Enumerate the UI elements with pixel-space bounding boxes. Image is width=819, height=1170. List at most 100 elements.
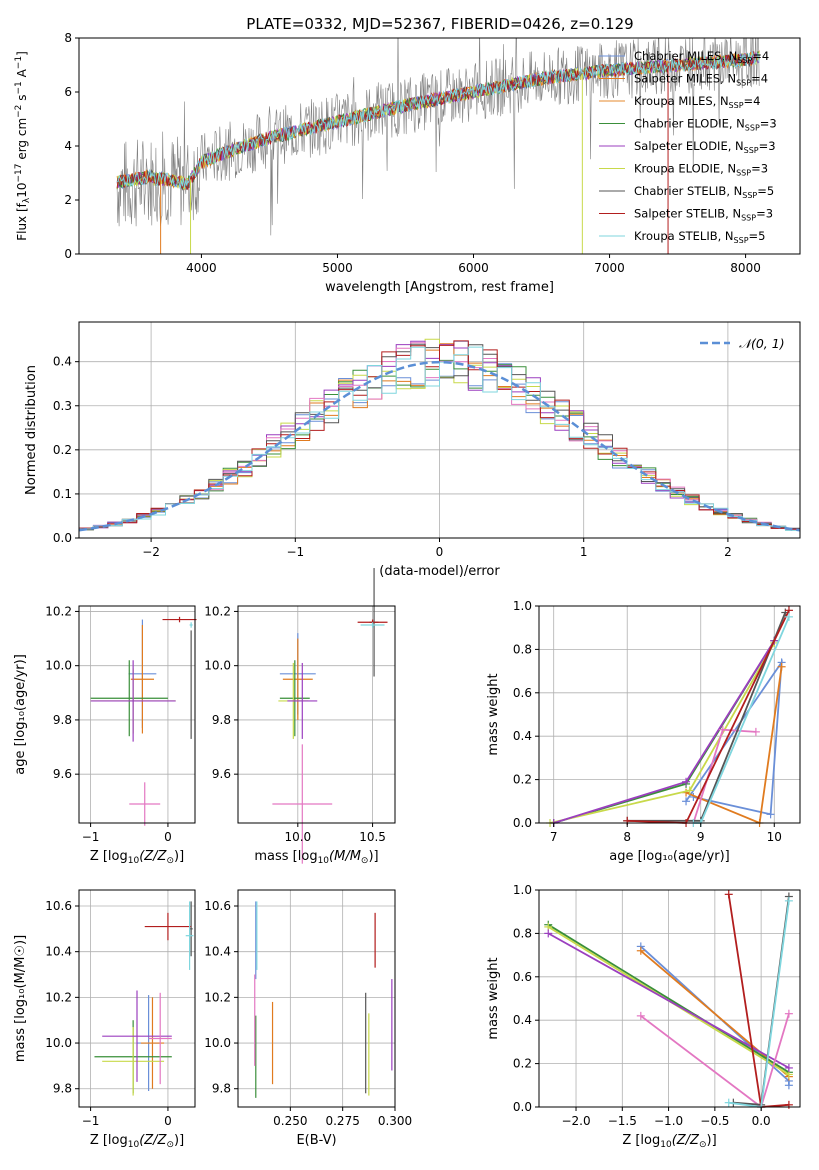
spectrum-ytick-label: 6 [64,85,72,99]
spectrum-ytick-label: 4 [64,139,72,153]
spectrum-legend-label: Kroupa STELIB, NSSP=5 [634,229,765,245]
mw-z-series-salpeter_stelib [727,894,789,1108]
spectrum-legend-tail: =3 [760,117,777,131]
age-mass-xlabel-rest: (M/M [329,849,361,864]
age-mass-ytick-label: 10.0 [204,659,231,673]
mw-z-xtick-label: −0.5 [700,1114,729,1128]
mw-z-ytick-label: 0.4 [513,1013,532,1027]
spectrum-legend-main: Salpeter MILES, N [634,72,736,86]
age-z-xtick-label: 0 [164,830,172,844]
mw-age-series-chabrier_stelib [627,612,787,822]
mw-age-series-kroupa_elodie [549,642,776,824]
mw-z-ytick-label: 0.0 [513,1100,532,1114]
mass-ebv-ytick-label: 10.0 [204,1036,231,1050]
hist-legend-label: 𝒩(0, 1) [739,336,785,351]
mass-z-xtick-label: 0 [164,1114,172,1128]
mw-age-frame [538,605,801,824]
spectrum-xtick-label: 8000 [730,261,761,275]
mass-z-xlabel: Z [log10(Z/Z⊙)] [90,1133,184,1150]
hist-ylabel: Normed distribution [24,365,39,495]
age-z-frame [78,605,196,824]
mass-z-xtick-label: −1 [82,1114,100,1128]
spectrum-ylabel-part: ] [15,51,29,56]
mass-z-frame [78,889,196,1108]
spectrum-legend-tail: =3 [756,207,773,221]
spectrum-ylabel-part: −2 [14,105,24,118]
spectrum-legend-main: Chabrier STELIB, N [634,184,742,198]
spectrum-legend-sub: SSP [745,124,760,133]
mw-z-series-chabrier_elodie [547,923,790,1074]
age-mass-ytick-label: 9.6 [212,767,231,781]
spectrum-legend-sub: SSP [742,191,757,200]
mw-z-xlabel-rest: (Z/Z [672,1133,700,1148]
age-mass-xlabel-main: mass [log [254,849,317,864]
spectrum-legend-sub: SSP [737,56,752,65]
age-z-ylabel: age [log₁₀(age/yr)] [13,654,28,775]
mw-z-series-salpeter_miles [640,950,790,1078]
mw-z-ytick-label: 0.6 [513,970,532,984]
hist-xtick-label: −2 [142,545,160,559]
age-mass-xlabel-end: )] [368,849,378,864]
age-mass-ytick-label: 9.8 [212,713,231,727]
mw-z-xlabel-end: )] [707,1133,717,1148]
mass-ebv-xlabel: E(B-V) [296,1133,336,1148]
hist-normal-curve [79,360,800,532]
spectrum-legend-label: Salpeter ELODIE, NSSP=3 [634,139,776,155]
spectrum-model-kroupa_stelib [116,50,760,189]
mw-z-series-kroupa_stelib [728,900,790,1109]
spectrum-legend-sub: SSP [736,79,751,88]
spectrum-ytick-label: 8 [64,31,72,45]
hist-ytick-label: 0.4 [53,355,72,369]
spectrum-xlabel: wavelength [Angstrom, rest frame] [325,280,554,295]
spectrum-legend-sub: SSP [744,146,759,155]
age-mass-xtick-label: 10.0 [284,830,311,844]
hist-xtick-label: 0 [436,545,444,559]
figure-title: PLATE=0332, MJD=52367, FIBERID=0426, z=0… [246,15,633,33]
spectrum-lines [116,38,760,254]
mw-z-ytick-label: 1.0 [513,883,532,897]
spectrum-legend-tail: =4 [744,94,761,108]
spectrum-legend-tail: =4 [752,49,769,63]
mw-z-frame [538,889,801,1108]
hist-ytick-label: 0.0 [53,531,72,545]
spectrum-legend-label: Kroupa MILES, NSSP=4 [634,94,760,110]
mass-z-xlabel-sub: 10 [128,1140,140,1150]
spectrum-legend-tail: =5 [749,229,766,243]
age-z-xlabel: Z [log10(Z/Z⊙)] [90,849,184,866]
age-mass-xtick-label: 10.5 [359,830,386,844]
mw-age-ytick-label: 0.0 [513,816,532,830]
spectrum-ylabel-part: λ [22,197,32,203]
spectrum-ylabel-part: −1 [14,81,24,94]
age-z-xlabel-sun: ⊙ [166,856,174,866]
spectrum-ylabel-part: A [15,68,29,81]
mass-z-ylabel: mass [log₁₀(M/M☉)] [13,935,28,1062]
spectrum-ylabel-part: Flux [f [15,202,29,240]
spectrum-legend-main: Kroupa STELIB, N [634,229,734,243]
spectrum-legend-label: Chabrier MILES, NSSP=4 [634,49,769,65]
spectrum-legend-label: Chabrier STELIB, NSSP=5 [634,184,774,200]
hist-ytick-label: 0.2 [53,443,72,457]
spectrum-xtick-label: 7000 [594,261,625,275]
mw-age-ytick-label: 0.4 [513,729,532,743]
mw-z-ytick-label: 0.8 [513,926,532,940]
spectrum-legend-label: Kroupa ELODIE, NSSP=3 [634,162,768,178]
mw-age-ytick-label: 1.0 [513,599,532,613]
mw-age-ytick-label: 0.6 [513,686,532,700]
age-z-xlabel-rest: (Z/Z [139,849,167,864]
mw-z-xtick-label: −1.5 [608,1114,637,1128]
spectrum-xtick-label: 4000 [186,261,217,275]
age-mass-xlabel-sub: 10 [318,856,330,866]
mw-z-xtick-label: −2.0 [561,1114,590,1128]
spectrum-legend-sub: SSP [729,101,744,110]
spectrum-legend-main: Kroupa MILES, N [634,94,729,108]
hist-xtick-label: 2 [724,545,732,559]
mass-z-xlabel-rest: (Z/Z [139,1133,167,1148]
mass-ebv-xtick-label: 0.250 [273,1114,307,1128]
spectrum-legend-label: Chabrier ELODIE, NSSP=3 [634,117,777,133]
mass-ebv-frame [237,889,396,1108]
hist-ytick-label: 0.1 [53,487,72,501]
hist-xtick-label: 1 [580,545,588,559]
spectrum-legend-main: Salpeter STELIB, N [634,207,741,221]
